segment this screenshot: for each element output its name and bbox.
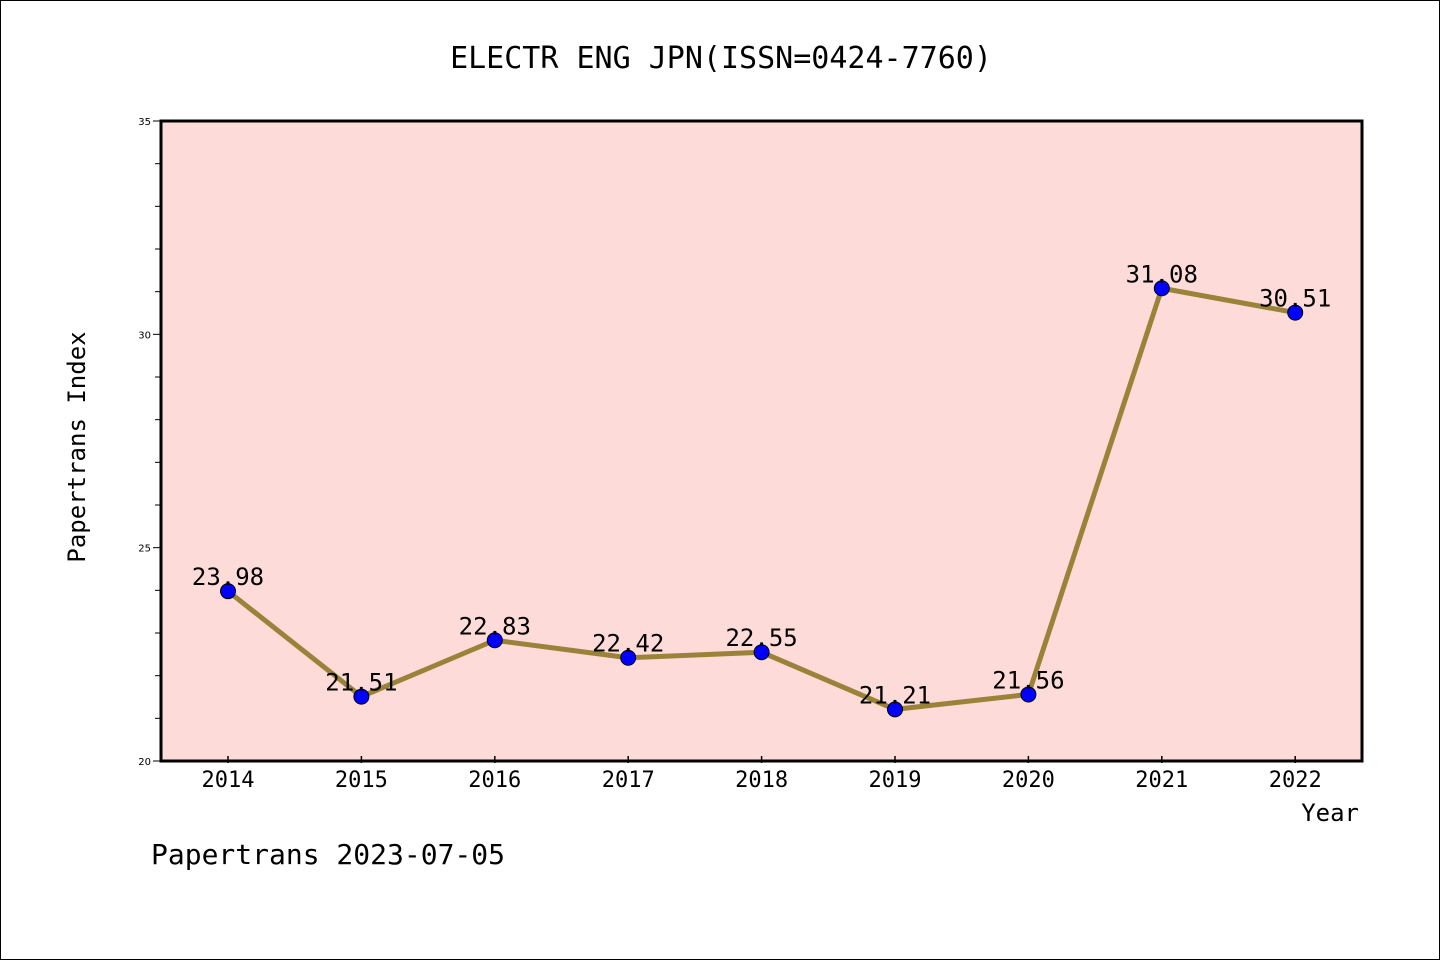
data-point [887,701,903,718]
data-labels: 23.98 21.51 22.83 22.42 22.55 21.21 21.56 31.08… [192,260,1331,709]
data-point [753,644,770,661]
plot-area [159,119,1364,763]
y-axis-label: Papertrans Index [63,331,91,562]
data-point [1153,280,1170,297]
y-tick-label: 25 [138,544,151,555]
data-point [620,649,637,666]
y-tick-label: 35 [138,117,151,128]
footer-caption: Papertrans 2023-07-05 [151,838,505,871]
x-axis: 2014 2015 2016 2017 2018 2019 2020 2021 2022 [202,756,1322,793]
data-label: 21.51 [325,669,397,697]
data-label: 23.98 [192,563,264,591]
series-line-group [220,280,1304,718]
data-point [486,632,503,649]
y-tick-label: 20 [138,757,151,768]
x-tick-label: 2022 [1269,768,1322,793]
x-tick-label: 2019 [869,768,922,793]
data-point [1020,686,1037,703]
data-point [1287,304,1304,321]
chart-title: ELECTR ENG JPN(ISSN=0424-7760) [450,41,992,76]
x-tick-label: 2016 [468,768,521,793]
x-axis-label: Year [1301,799,1359,827]
x-tick-label: 2014 [202,768,255,793]
data-label: 22.55 [725,624,797,652]
y-axis: 20 25 30 35 [138,117,161,768]
x-tick-label: 2021 [1135,768,1188,793]
data-point [353,688,370,705]
data-label: 22.83 [459,612,531,640]
x-tick-label: 2017 [602,768,655,793]
data-label: 22.42 [592,630,664,658]
x-tick-label: 2015 [335,768,388,793]
data-label: 30.51 [1259,285,1331,313]
x-tick-label: 2018 [735,768,788,793]
x-tick-label: 2020 [1002,768,1055,793]
data-label: 21.56 [992,666,1064,694]
data-point [220,583,236,600]
data-label: 21.21 [859,681,931,709]
y-tick-label: 30 [138,330,151,341]
data-label: 31.08 [1126,260,1198,288]
